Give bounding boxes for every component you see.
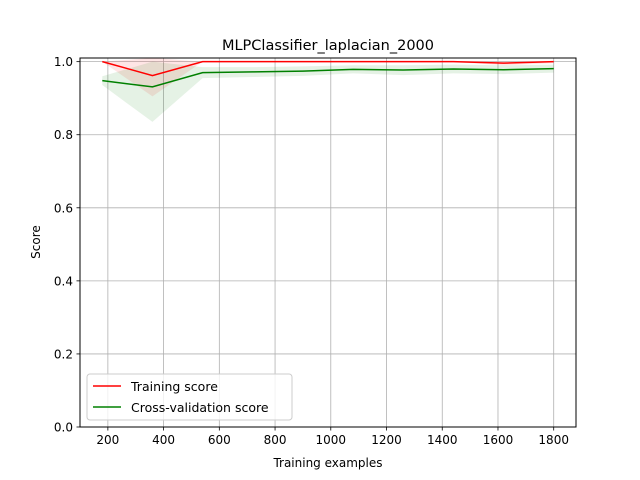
x-tick-label: 1600: [483, 433, 514, 447]
x-tick-label: 1200: [371, 433, 402, 447]
x-tick-label: 800: [264, 433, 287, 447]
y-tick-label: 0.4: [54, 274, 73, 288]
x-tick-label: 400: [152, 433, 175, 447]
x-axis-label: Training examples: [272, 456, 382, 470]
series-line-1: [102, 67, 554, 88]
x-tick-label: 600: [208, 433, 231, 447]
series-lines: [102, 60, 554, 88]
legend-label-cv: Cross-validation score: [131, 400, 269, 415]
y-axis-label: Score: [29, 225, 43, 259]
y-tick-label: 0.0: [54, 421, 73, 435]
std-bands: [102, 58, 554, 122]
std-band-series-0: [102, 58, 554, 97]
chart-title: MLPClassifier_laplacian_2000: [222, 38, 434, 54]
legend: Training score Cross-validation score: [86, 373, 293, 421]
x-tick-label: 200: [96, 433, 119, 447]
y-tick-label: 0.6: [54, 201, 73, 215]
x-tick-label: 1800: [538, 433, 569, 447]
series-line-0: [102, 60, 554, 77]
legend-box: [86, 373, 293, 421]
x-tick-label: 1000: [316, 433, 347, 447]
legend-label-training: Training score: [130, 379, 218, 394]
std-band-series-1: [102, 61, 554, 122]
y-tick-label: 0.8: [54, 128, 73, 142]
x-axis: 200 400 600 800 1000 1200 1400 1600 1800: [96, 427, 569, 447]
plot-frame: [79, 57, 577, 428]
y-tick-label: 1.0: [54, 55, 73, 69]
y-axis: 0.0 0.2 0.4 0.6 0.8 1.0: [54, 55, 80, 435]
x-tick-label: 1400: [427, 433, 458, 447]
y-tick-label: 0.2: [54, 347, 73, 361]
